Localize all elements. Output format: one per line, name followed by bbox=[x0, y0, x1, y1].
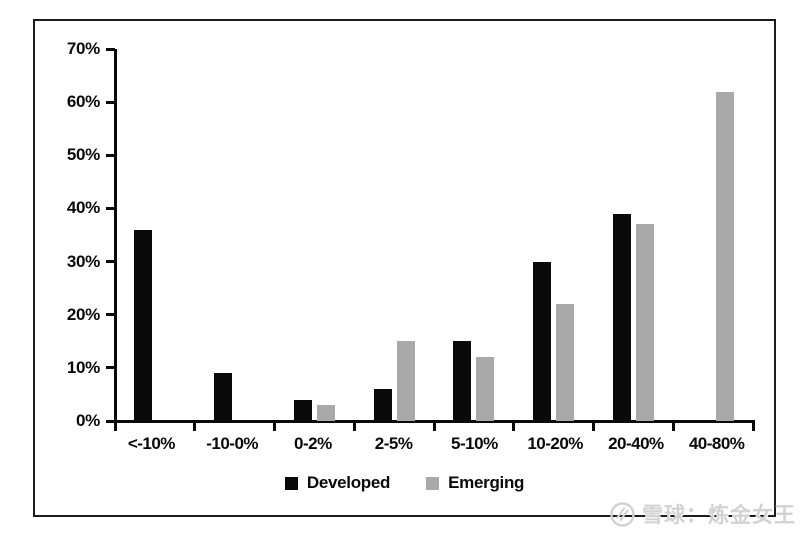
y-axis-tick-label: 20% bbox=[66, 304, 100, 324]
legend-item-developed: Developed bbox=[284, 473, 391, 493]
watermark-text: 雪球：炼金女王 bbox=[642, 504, 796, 527]
bar-developed bbox=[214, 373, 233, 421]
y-axis-line bbox=[114, 49, 117, 423]
watermark: 雪球：炼金女王 bbox=[609, 499, 796, 529]
x-axis-label: -10-0% bbox=[206, 434, 259, 453]
x-axis-label: <-10% bbox=[127, 434, 176, 453]
x-axis-tick bbox=[751, 420, 755, 431]
bar-emerging bbox=[316, 405, 335, 421]
bar-developed bbox=[533, 261, 552, 421]
xueqiu-logo-icon bbox=[609, 501, 636, 528]
x-axis-tick bbox=[512, 420, 516, 431]
bar-group bbox=[514, 49, 594, 421]
y-axis-tick bbox=[106, 419, 115, 423]
legend-item-emerging: Emerging bbox=[426, 473, 524, 493]
bar-emerging bbox=[396, 341, 415, 421]
y-axis-tick-label: 60% bbox=[66, 92, 100, 112]
y-axis-tick-label: 50% bbox=[66, 145, 100, 165]
y-axis-tick-label: 30% bbox=[66, 251, 100, 271]
bar-group bbox=[594, 49, 674, 421]
y-axis-tick bbox=[106, 206, 115, 210]
y-axis-tick-label: 70% bbox=[66, 39, 100, 58]
legend-swatch-developed bbox=[284, 476, 298, 490]
bar-emerging bbox=[556, 304, 575, 421]
bar-group bbox=[115, 49, 195, 421]
x-axis-label: 20-40% bbox=[608, 434, 664, 453]
y-axis-tick-label: 10% bbox=[66, 357, 100, 377]
bar-developed bbox=[134, 229, 153, 421]
x-axis-label: 10-20% bbox=[527, 434, 583, 453]
x-axis-label: 2-5% bbox=[374, 434, 413, 453]
y-axis-tick bbox=[106, 153, 115, 157]
legend: Developed Emerging bbox=[33, 473, 776, 493]
x-axis-tick bbox=[352, 420, 356, 431]
bar-emerging bbox=[635, 224, 654, 421]
bar-group bbox=[434, 49, 514, 421]
x-axis-labels: <-10% -10-0% 0-2% 2-5% 5-10% 10-20% 20-40% 40-8… bbox=[111, 434, 757, 454]
x-axis-tick bbox=[273, 420, 276, 431]
bar-group bbox=[195, 49, 275, 421]
y-axis-tick-label: 40% bbox=[66, 198, 100, 218]
bar-group bbox=[354, 49, 434, 421]
y-axis-tick bbox=[106, 260, 115, 264]
y-axis-tick-label: 0% bbox=[76, 411, 100, 430]
bar-developed bbox=[453, 341, 472, 421]
bar-developed bbox=[373, 389, 392, 421]
bar-group bbox=[673, 49, 753, 421]
x-axis-tick bbox=[113, 420, 117, 431]
x-axis-label: 5-10% bbox=[451, 434, 498, 453]
bar-emerging bbox=[476, 357, 495, 421]
legend-swatch-emerging bbox=[426, 476, 440, 490]
legend-label: Emerging bbox=[448, 473, 525, 492]
legend-label: Developed bbox=[306, 473, 391, 492]
y-axis-tick bbox=[106, 47, 115, 51]
x-axis-label: 0-2% bbox=[294, 434, 332, 453]
bar-group bbox=[275, 49, 355, 421]
y-axis-tick bbox=[106, 313, 115, 317]
x-axis-label: 40-80% bbox=[688, 434, 745, 453]
bar-groups bbox=[115, 49, 753, 421]
x-axis-tick bbox=[592, 420, 595, 431]
bar-developed bbox=[293, 399, 312, 421]
chart-frame: <-10% -10-0% 0-2% 2-5% 5-10% 10-20% 20-40% 40-8… bbox=[33, 19, 776, 517]
x-axis-tick bbox=[432, 420, 436, 431]
bar-emerging bbox=[715, 91, 734, 421]
x-axis-tick bbox=[671, 420, 675, 431]
bar-developed bbox=[612, 213, 631, 421]
y-axis-tick bbox=[106, 100, 115, 104]
x-axis-tick bbox=[193, 420, 197, 431]
y-axis-tick bbox=[106, 366, 115, 370]
